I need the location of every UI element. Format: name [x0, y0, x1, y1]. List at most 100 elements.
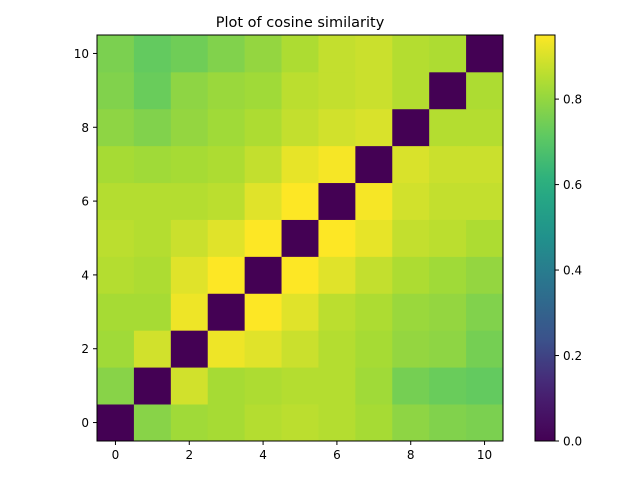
heatmap-cell: [281, 330, 319, 368]
heatmap-cell: [207, 145, 246, 184]
heatmap-cell: [429, 404, 467, 442]
colorbar-tick-label: 0.6: [563, 178, 582, 192]
heatmap-cell: [97, 219, 135, 257]
heatmap-cell: [355, 256, 393, 294]
heatmap-cell: [392, 71, 430, 110]
colorbar-axis: 0.0 0.2 0.4 0.6 0.8: [555, 93, 582, 449]
heatmap-cell: [170, 367, 209, 405]
heatmap-cell: [392, 35, 430, 73]
y-tick-label: 10: [74, 47, 89, 61]
heatmap-cell: [281, 71, 319, 110]
heatmap-cell: [355, 71, 393, 110]
heatmap-cell: [133, 330, 172, 368]
heatmap-cell: [97, 256, 135, 294]
heatmap-cell: [207, 219, 246, 257]
heatmap-cell: [466, 330, 504, 368]
x-tick-label: 10: [477, 448, 492, 462]
heatmap-cell: [281, 145, 319, 184]
heatmap-cell: [244, 108, 282, 147]
heatmap-cell: [392, 404, 430, 442]
heatmap-cell: [207, 367, 246, 405]
heatmap-cells: [97, 35, 504, 442]
heatmap-cell: [170, 108, 209, 147]
heatmap-cell: [244, 145, 282, 184]
heatmap-cell: [133, 145, 172, 184]
heatmap-cell: [207, 71, 246, 110]
x-tick-label: 0: [112, 448, 120, 462]
heatmap-cell: [355, 108, 393, 147]
heatmap-cell: [97, 293, 135, 331]
heatmap-cell: [429, 108, 467, 147]
plot-frame: [96, 34, 504, 442]
x-tick-label: 4: [259, 448, 267, 462]
heatmap-cell: [392, 293, 430, 331]
heatmap-cell: [392, 330, 430, 368]
y-tick-label: 8: [81, 121, 89, 135]
heatmap-cell: [207, 330, 246, 368]
heatmap-cell: [355, 182, 393, 220]
heatmap-cell: [392, 182, 430, 220]
heatmap-cell: [318, 367, 356, 405]
heatmap-cell: [429, 71, 467, 110]
heatmap-cell: [281, 108, 319, 147]
heatmap-cell: [466, 71, 504, 110]
heatmap-cell: [244, 293, 282, 331]
heatmap-cell: [133, 256, 172, 294]
heatmap-cell: [133, 108, 172, 147]
heatmap-cell: [207, 293, 246, 331]
heatmap-cell: [244, 330, 282, 368]
heatmap-cell: [170, 219, 209, 257]
heatmap-cell: [318, 293, 356, 331]
heatmap-cell: [244, 367, 282, 405]
heatmap-cell: [318, 108, 356, 147]
heatmap-cell: [170, 256, 209, 294]
heatmap-cell: [392, 108, 430, 147]
heatmap-cell: [97, 330, 135, 368]
heatmap-cell: [318, 35, 356, 73]
heatmap-cell: [133, 71, 172, 110]
heatmap-cell: [466, 219, 504, 257]
colorbar: [535, 35, 555, 441]
heatmap-cell: [170, 330, 209, 368]
heatmap-cell: [133, 219, 172, 257]
heatmap-cell: [466, 367, 504, 405]
heatmap-cell: [318, 145, 356, 184]
chart-title: Plot of cosine similarity: [216, 15, 385, 31]
heatmap-cell: [97, 404, 135, 442]
heatmap-cell: [207, 182, 246, 220]
x-tick-label: 8: [407, 448, 415, 462]
heatmap-cell: [429, 367, 467, 405]
colorbar-tick-label: 0.2: [563, 349, 582, 363]
heatmap-cell: [281, 35, 319, 73]
heatmap-cell: [466, 404, 504, 442]
heatmap-cell: [392, 219, 430, 257]
heatmap-cell: [429, 145, 467, 184]
heatmap-cell: [97, 145, 135, 184]
heatmap-cell: [392, 367, 430, 405]
x-tick-label: 2: [185, 448, 193, 462]
heatmap-cell: [133, 367, 172, 405]
y-tick-label: 2: [81, 342, 89, 356]
colorbar-frame: [534, 34, 556, 442]
heatmap-cell: [133, 182, 172, 220]
heatmap-cell: [429, 330, 467, 368]
heatmap-cell: [207, 256, 246, 294]
heatmap-cell: [97, 367, 135, 405]
heatmap-cell: [318, 404, 356, 442]
y-axis: 0 2 4 6 8 10: [74, 47, 97, 430]
heatmap-cell: [207, 108, 246, 147]
heatmap-cell: [318, 256, 356, 294]
colorbar-tick-label: 0.4: [563, 264, 582, 278]
heatmap-cell: [318, 71, 356, 110]
colorbar-tick-label: 0.0: [563, 435, 582, 449]
heatmap-cell: [466, 256, 504, 294]
x-tick-label: 6: [333, 448, 341, 462]
heatmap-cell: [244, 35, 282, 73]
heatmap-cell: [429, 219, 467, 257]
heatmap-cell: [170, 35, 209, 73]
heatmap-cell: [244, 182, 282, 220]
heatmap-cell: [281, 219, 319, 257]
heatmap-cell: [244, 256, 282, 294]
heatmap-cell: [466, 182, 504, 220]
